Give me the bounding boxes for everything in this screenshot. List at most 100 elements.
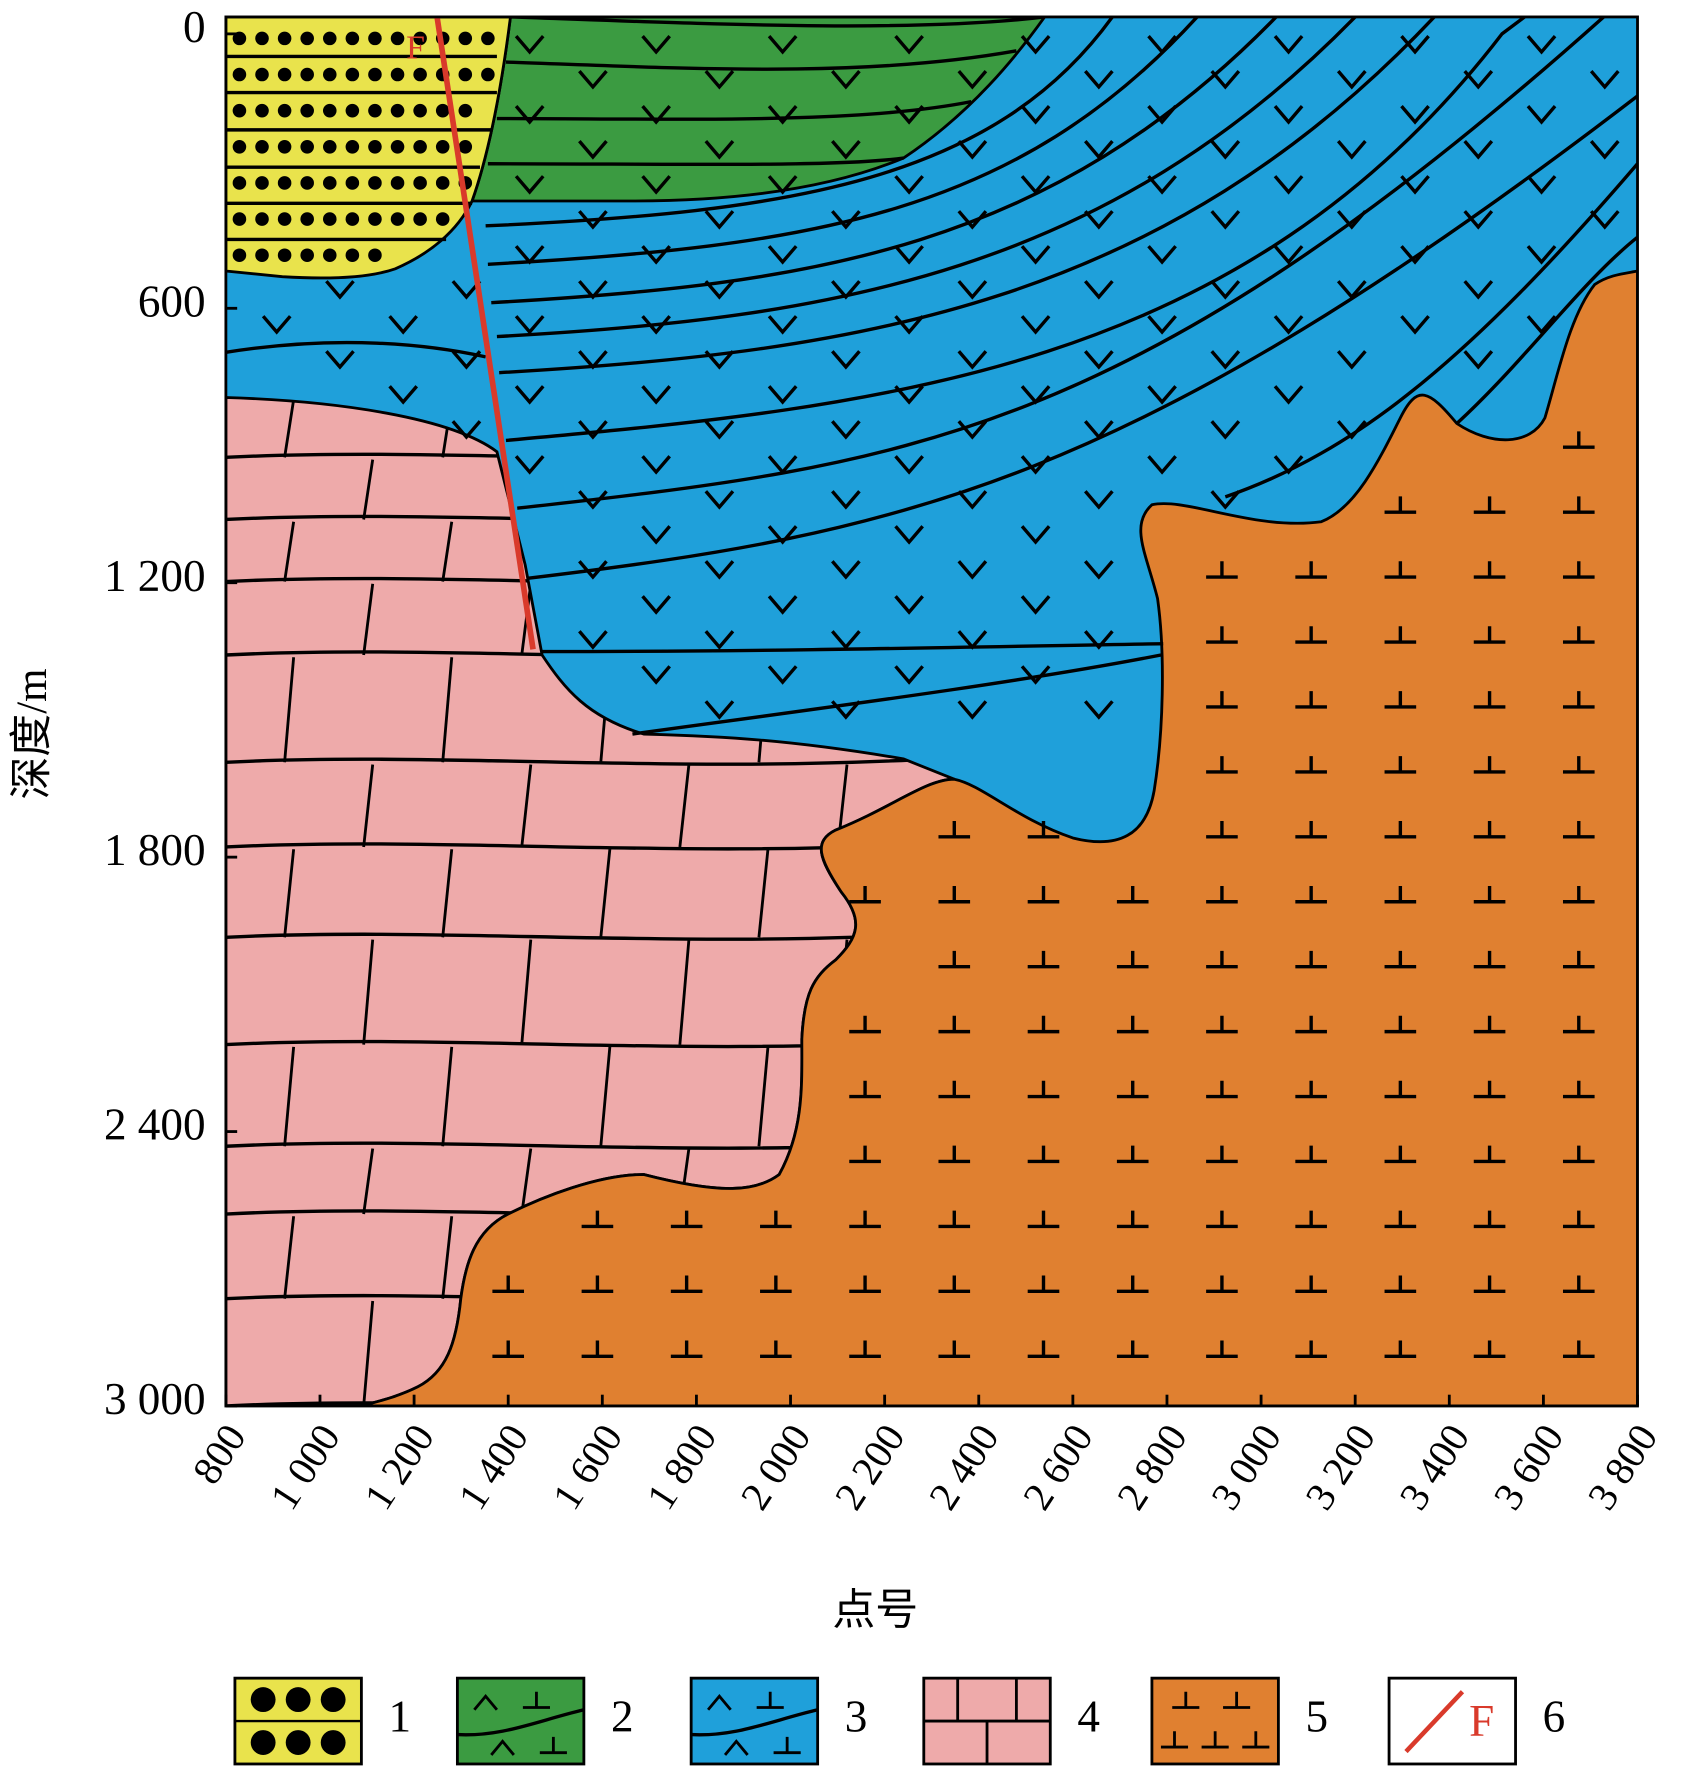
volcanic-mark: [704, 280, 735, 300]
basalt-mark: [1473, 885, 1506, 904]
volcanic-mark: [641, 455, 671, 475]
volcanic-mark: [1210, 210, 1241, 230]
volcanic-mark: [1589, 70, 1620, 90]
volcanic-mark: [894, 315, 924, 335]
volcanic-mark: [957, 490, 988, 510]
volcanic-mark: [1210, 490, 1241, 510]
basalt-mark: [1116, 1145, 1149, 1164]
stratum-line: [491, 16, 1278, 305]
basalt-mark: [938, 1340, 971, 1358]
basalt-mark: [1473, 821, 1506, 839]
basalt-mark: [1562, 496, 1595, 514]
brick-line: [225, 1398, 955, 1406]
x-tick-label: 1 600: [544, 1416, 632, 1517]
basalt-mark: [1295, 691, 1327, 709]
basalt-mark: [581, 1210, 614, 1229]
volcanic-mark: [704, 490, 735, 510]
basalt-mark: [1384, 1210, 1417, 1229]
basalt-mark: [1116, 1275, 1149, 1294]
brick-joint: [678, 764, 691, 848]
x-tick-label: 1 800: [638, 1416, 726, 1517]
brick-joint: [520, 939, 533, 1045]
sand-dot: [390, 176, 405, 190]
sand-dot: [323, 31, 337, 46]
brick-joint: [678, 939, 691, 1045]
basalt-mark: [670, 1340, 703, 1358]
basalt-mark: [1295, 1275, 1327, 1294]
stratum-line: [487, 156, 904, 167]
basalt-mark: [1027, 950, 1060, 969]
sand-dot: [300, 31, 314, 46]
volcanic-mark: [641, 175, 671, 195]
volcanic-mark: [1083, 350, 1114, 370]
volcanic-mark: [388, 315, 419, 335]
sand-dot: [458, 31, 473, 46]
volcanic-mark: [957, 140, 988, 160]
volcanic-mark: [1020, 595, 1051, 615]
volcanic-mark: [1463, 140, 1494, 160]
sand-dot: [368, 31, 382, 46]
volcanic-mark: [831, 210, 861, 230]
x-tick-label: 3 600: [1485, 1416, 1573, 1517]
volcanic-mark: [767, 35, 798, 55]
y-axis-label: 深度/m: [9, 668, 56, 799]
volcanic-mark: [894, 385, 924, 405]
sand-dot: [390, 31, 405, 46]
basalt-mark: [1206, 1015, 1238, 1034]
basalt-mark: [1384, 496, 1417, 514]
sand-dot: [390, 212, 405, 226]
orange-unit: [360, 269, 1638, 1406]
basalt-mark: [1116, 885, 1149, 904]
basalt-mark: [1295, 756, 1327, 774]
volcanic-mark: [767, 595, 798, 615]
brick-joint: [757, 849, 770, 938]
sand-dot: [368, 176, 382, 190]
basalt-mark: [1473, 1340, 1506, 1358]
volcanic-mark: [704, 420, 735, 440]
sand-dot: [413, 31, 427, 46]
volcanic-mark: [1147, 315, 1177, 335]
basalt-mark: [1295, 1145, 1327, 1164]
swatch-dot: [285, 1687, 311, 1713]
sand-dot: [232, 140, 247, 154]
x-tick-label: 2 600: [1014, 1416, 1102, 1517]
basalt-mark: [1295, 950, 1327, 969]
volcanic-mark: [1336, 280, 1367, 300]
volcanic-mark: [1083, 420, 1114, 440]
volcanic-mark: [1273, 245, 1304, 265]
sand-dot: [300, 176, 314, 190]
volcanic-mark: [1273, 35, 1304, 55]
volcanic-mark: [831, 140, 861, 160]
legend-label: 5: [1306, 1691, 1329, 1741]
volcanic-mark: [704, 70, 735, 90]
swatch-dot: [320, 1730, 346, 1755]
volcanic-mark: [1589, 140, 1620, 160]
y-tick-label: 600: [138, 276, 206, 326]
volcanic-mark: [894, 175, 924, 195]
stratum-line: [505, 16, 1526, 443]
basalt-mark: [1384, 756, 1417, 774]
volcanic-mark: [1400, 315, 1430, 335]
volcanic-mark: [1020, 455, 1051, 475]
basalt-mark: [1116, 1015, 1149, 1034]
volcanic-mark: [578, 490, 608, 510]
basalt-mark: [1295, 1015, 1327, 1034]
volcanic-mark: [767, 315, 798, 335]
swatch-line: [457, 1708, 585, 1737]
sand-dot: [345, 103, 360, 118]
volcanic-mark: [578, 560, 608, 580]
basalt-mark: [849, 1145, 881, 1164]
basalt-mark: [1027, 821, 1060, 839]
x-tick-label: 3 800: [1579, 1416, 1667, 1517]
sand-dot: [300, 212, 314, 226]
basalt-mark: [1562, 1145, 1595, 1164]
basalt-mark: [1027, 885, 1060, 904]
basalt-mark: [1116, 1080, 1149, 1099]
basalt-mark: [760, 1210, 792, 1229]
basalt-mark: [1384, 561, 1417, 579]
sand-dot: [277, 140, 292, 154]
volcanic-mark: [831, 280, 861, 300]
brick-joint: [283, 849, 296, 938]
basalt-mark: [1473, 691, 1506, 709]
